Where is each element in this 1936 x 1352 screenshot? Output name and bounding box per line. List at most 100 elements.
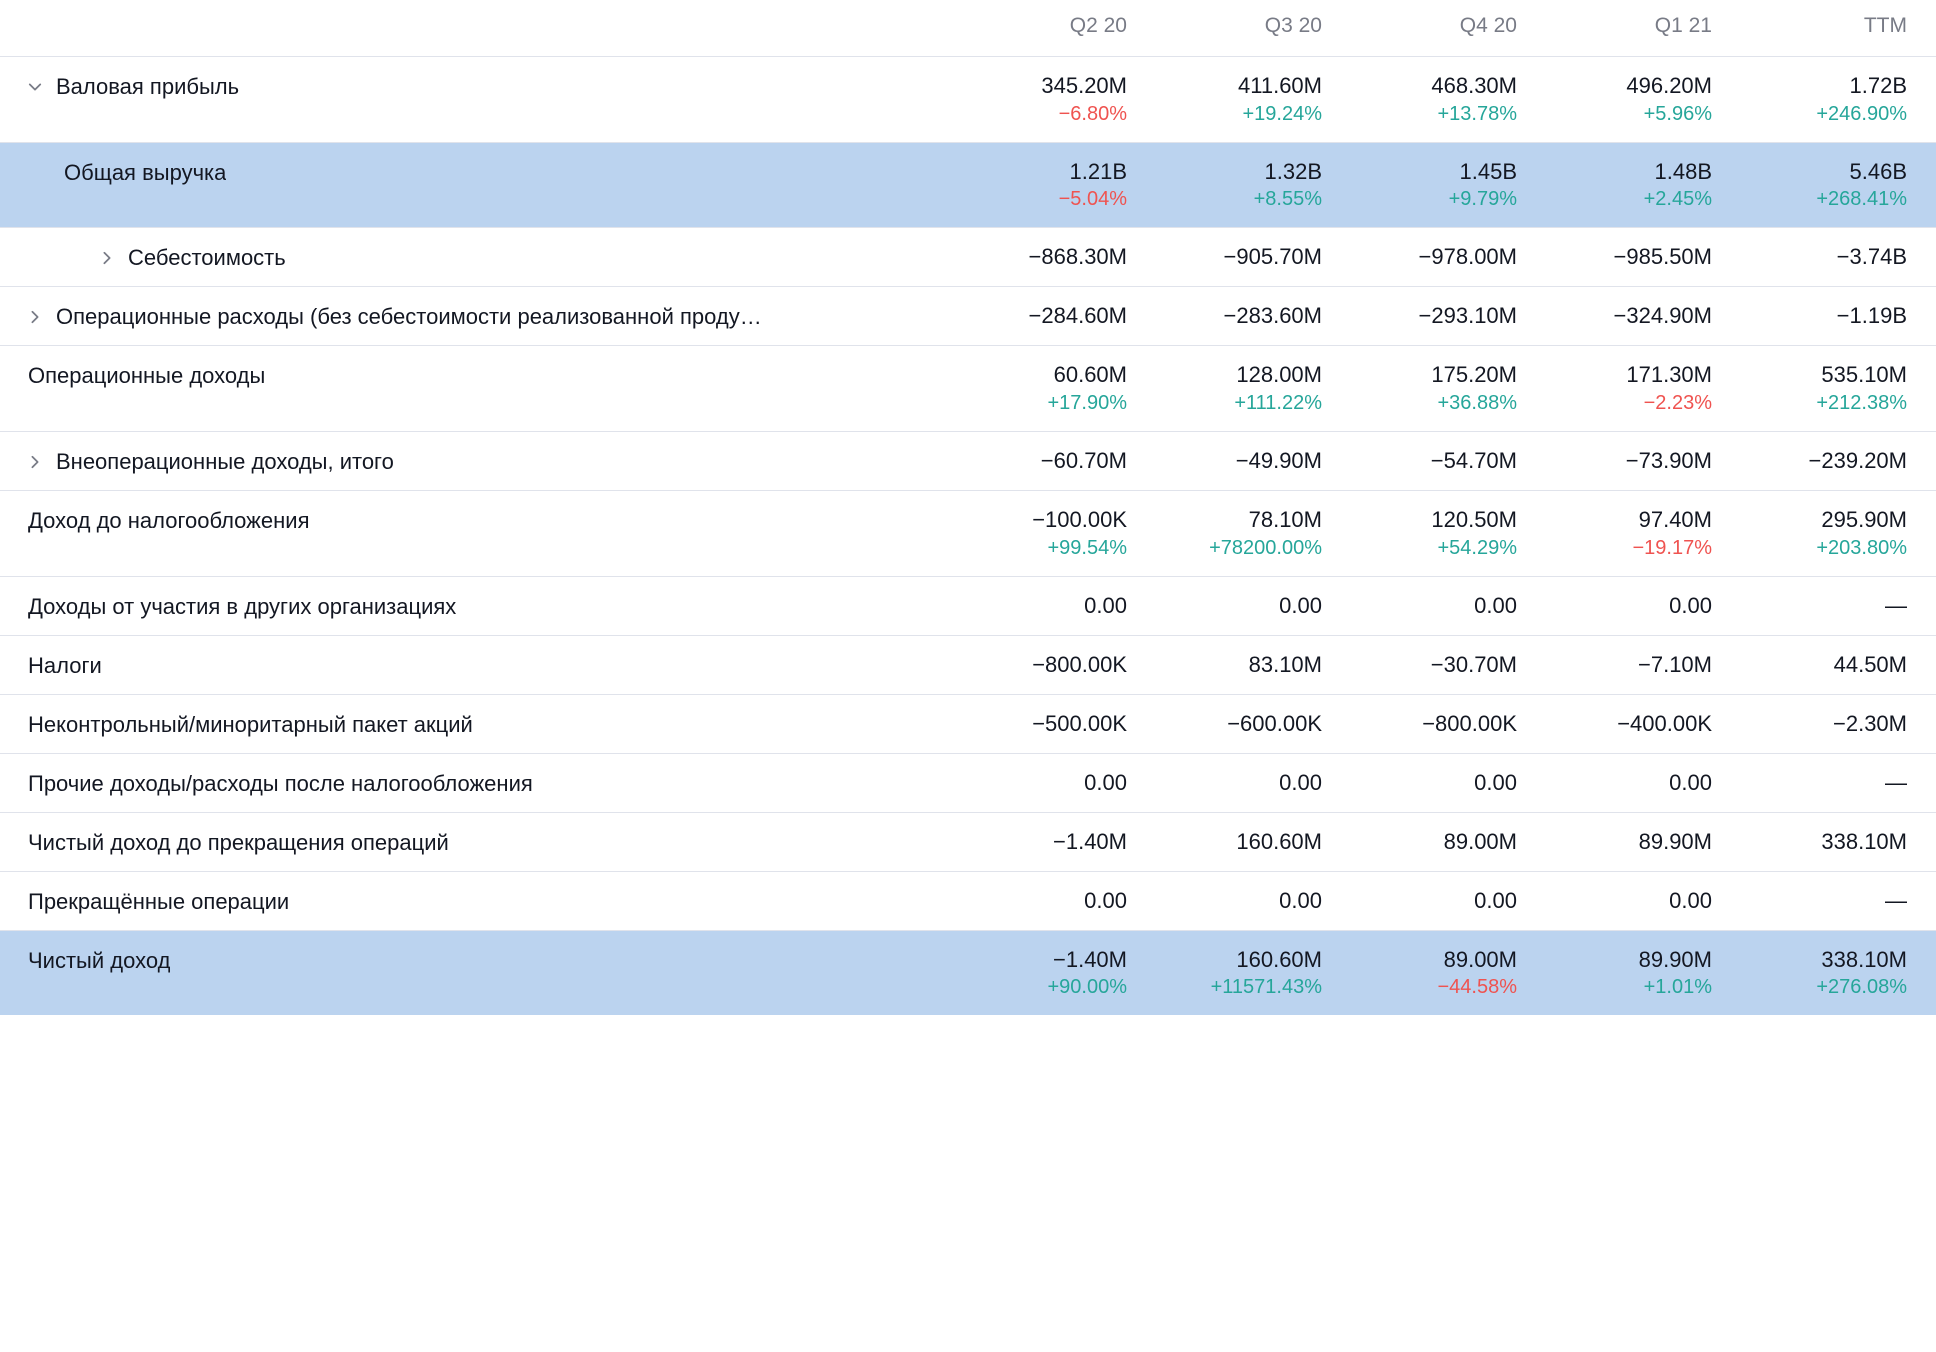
data-cell: −800.00K: [960, 650, 1155, 680]
data-cell: −1.19B: [1740, 301, 1935, 331]
cell-value: 89.00M: [1444, 945, 1517, 975]
data-cell: −54.70M: [1350, 446, 1545, 476]
cell-change: +2.45%: [1644, 186, 1712, 213]
data-cell: 171.30M−2.23%: [1545, 360, 1740, 417]
data-cell: 1.48B+2.45%: [1545, 157, 1740, 214]
data-cell: 0.00: [1155, 591, 1350, 621]
cell-value: −54.70M: [1431, 446, 1517, 476]
cell-change: +78200.00%: [1209, 535, 1322, 562]
cell-value: 0.00: [1279, 768, 1322, 798]
chevron-right-icon[interactable]: [28, 310, 50, 324]
row-label: Прекращённые операции: [28, 889, 289, 915]
table-row-discontinued_operations[interactable]: Прекращённые операции0.000.000.000.00—: [0, 872, 1936, 931]
cell-change: +36.88%: [1437, 390, 1517, 417]
row-label-cell: Общая выручка: [0, 157, 960, 187]
data-cell: 295.90M+203.80%: [1740, 505, 1935, 562]
cell-value: 535.10M: [1821, 360, 1907, 390]
column-header-text: Q4 20: [1460, 14, 1517, 38]
data-cell: −1.40M+90.00%: [960, 945, 1155, 1002]
data-cell: 1.72B+246.90%: [1740, 71, 1935, 128]
data-cell: 0.00: [1545, 591, 1740, 621]
cell-value: 0.00: [1669, 768, 1712, 798]
cell-value: 0.00: [1084, 886, 1127, 916]
cell-change: −2.23%: [1644, 390, 1712, 417]
cell-value: 160.60M: [1236, 827, 1322, 857]
data-cell: 83.10M: [1155, 650, 1350, 680]
cell-change: +99.54%: [1047, 535, 1127, 562]
row-label-cell: Налоги: [0, 650, 960, 680]
cell-value: 0.00: [1279, 591, 1322, 621]
chevron-right-icon[interactable]: [28, 455, 50, 469]
cell-value: −293.10M: [1419, 301, 1517, 331]
cell-change: −19.17%: [1632, 535, 1712, 562]
cell-value: 338.10M: [1821, 827, 1907, 857]
data-cell: −905.70M: [1155, 242, 1350, 272]
cell-value: −284.60M: [1029, 301, 1127, 331]
table-row-other_income_after_tax[interactable]: Прочие доходы/расходы после налогообложе…: [0, 754, 1936, 813]
cell-value: 160.60M: [1236, 945, 1322, 975]
cell-change: +203.80%: [1816, 535, 1907, 562]
row-label-cell: Прекращённые операции: [0, 886, 960, 916]
data-cell: −1.40M: [960, 827, 1155, 857]
column-header: TTM: [1740, 14, 1935, 38]
table-row-cost_of_goods[interactable]: Себестоимость−868.30M−905.70M−978.00M−98…: [0, 228, 1936, 287]
data-cell: −800.00K: [1350, 709, 1545, 739]
table-row-operating_expenses[interactable]: Операционные расходы (без себестоимости …: [0, 287, 1936, 346]
data-cell: 1.21B−5.04%: [960, 157, 1155, 214]
row-label: Операционные расходы (без себестоимости …: [56, 304, 762, 330]
row-label: Неконтрольный/миноритарный пакет акций: [28, 712, 473, 738]
row-label-cell: Доходы от участия в других организациях: [0, 591, 960, 621]
data-cell: 338.10M+276.08%: [1740, 945, 1935, 1002]
table-row-minority_interest[interactable]: Неконтрольный/миноритарный пакет акций−5…: [0, 695, 1936, 754]
table-row-gross_profit[interactable]: Валовая прибыль345.20M−6.80%411.60M+19.2…: [0, 57, 1936, 143]
cell-value: 89.00M: [1444, 827, 1517, 857]
cell-change: +90.00%: [1047, 974, 1127, 1001]
cell-value: 97.40M: [1639, 505, 1712, 535]
cell-value: −600.00K: [1227, 709, 1322, 739]
column-header: Q2 20: [960, 14, 1155, 38]
table-header-row: Q2 20 Q3 20 Q4 20 Q1 21 TTM: [0, 0, 1936, 57]
cell-change: +246.90%: [1816, 101, 1907, 128]
cell-value: 1.45B: [1460, 157, 1518, 187]
cell-value: 0.00: [1669, 886, 1712, 916]
cell-value: 1.21B: [1070, 157, 1128, 187]
table-row-total_revenue[interactable]: Общая выручка1.21B−5.04%1.32B+8.55%1.45B…: [0, 143, 1936, 229]
table-row-pretax_income[interactable]: Доход до налогообложения−100.00K+99.54%7…: [0, 491, 1936, 577]
chevron-right-icon[interactable]: [100, 251, 122, 265]
cell-change: −44.58%: [1437, 974, 1517, 1001]
column-header: Q3 20: [1155, 14, 1350, 38]
table-row-operating_income[interactable]: Операционные доходы60.60M+17.90%128.00M+…: [0, 346, 1936, 432]
data-cell: −239.20M: [1740, 446, 1935, 476]
column-header-text: Q3 20: [1265, 14, 1322, 38]
column-header: Q4 20: [1350, 14, 1545, 38]
data-cell: 44.50M: [1740, 650, 1935, 680]
cell-change: +9.79%: [1449, 186, 1517, 213]
data-cell: −30.70M: [1350, 650, 1545, 680]
cell-value: −400.00K: [1617, 709, 1712, 739]
cell-value: 44.50M: [1834, 650, 1907, 680]
data-cell: 0.00: [960, 768, 1155, 798]
cell-value: 89.90M: [1639, 945, 1712, 975]
cell-value: 83.10M: [1249, 650, 1322, 680]
cell-value: −30.70M: [1431, 650, 1517, 680]
table-row-net_income[interactable]: Чистый доход−1.40M+90.00%160.60M+11571.4…: [0, 931, 1936, 1016]
cell-value: —: [1885, 591, 1907, 621]
cell-value: −868.30M: [1029, 242, 1127, 272]
cell-change: +212.38%: [1816, 390, 1907, 417]
table-row-net_income_before_discontinued[interactable]: Чистый доход до прекращения операций−1.4…: [0, 813, 1936, 872]
cell-change: +111.22%: [1234, 390, 1322, 417]
cell-value: −905.70M: [1224, 242, 1322, 272]
cell-change: +268.41%: [1816, 186, 1907, 213]
row-label-cell: Неконтрольный/миноритарный пакет акций: [0, 709, 960, 739]
data-cell: −73.90M: [1545, 446, 1740, 476]
chevron-down-icon[interactable]: [28, 80, 50, 94]
cell-value: 0.00: [1084, 768, 1127, 798]
data-cell: —: [1740, 768, 1935, 798]
data-cell: −293.10M: [1350, 301, 1545, 331]
table-row-equity_earnings[interactable]: Доходы от участия в других организациях 0…: [0, 577, 1936, 636]
data-cell: 0.00: [1350, 768, 1545, 798]
table-row-taxes[interactable]: Налоги−800.00K83.10M−30.70M−7.10M44.50M: [0, 636, 1936, 695]
cell-change: +11571.43%: [1211, 974, 1322, 1001]
header-label-spacer: [0, 14, 960, 42]
table-row-non_operating_income[interactable]: Внеоперационные доходы, итого−60.70M−49.…: [0, 432, 1936, 491]
